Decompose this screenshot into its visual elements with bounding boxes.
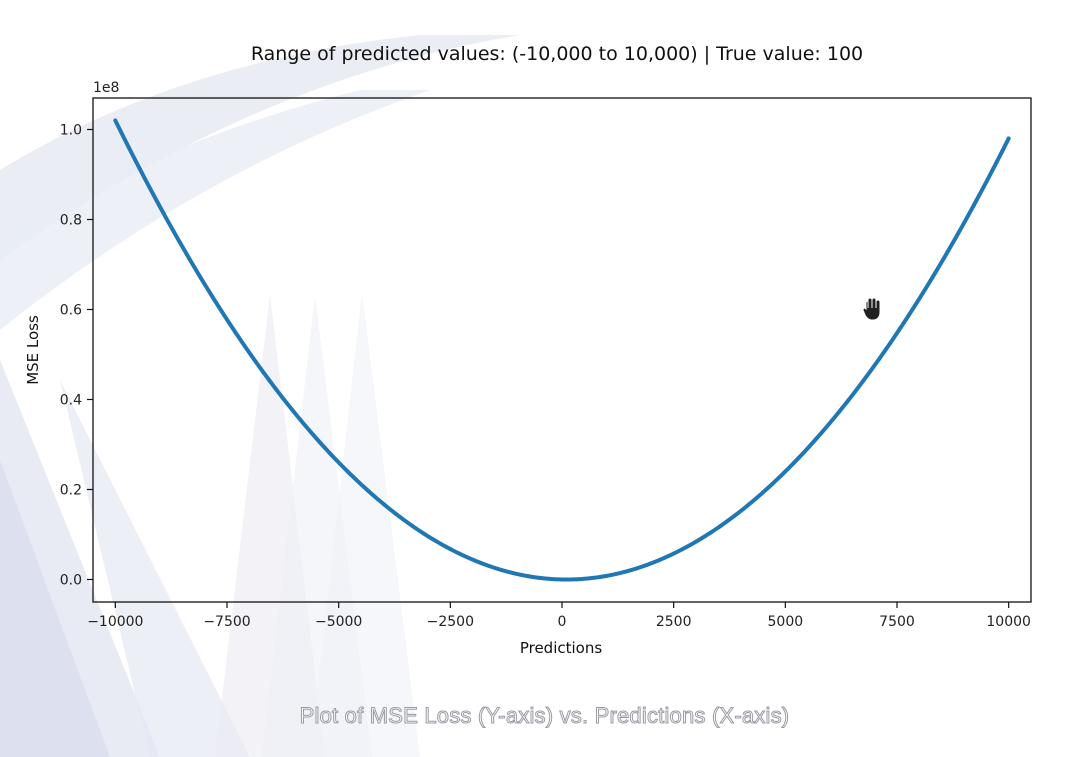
- y-tick-label: 0.4: [60, 393, 82, 409]
- y-axis-offset-label: 1e8: [93, 80, 119, 96]
- y-tick-label: 0.0: [60, 573, 82, 589]
- x-tick-label: −5000: [315, 614, 362, 630]
- x-tick-label: −10000: [87, 614, 143, 630]
- x-tick-label: 2500: [656, 614, 692, 630]
- figure-caption: Plot of MSE Loss (Y-axis) vs. Prediction…: [299, 703, 790, 729]
- plot-area-frame: [92, 97, 1032, 603]
- x-tick-label: 0: [558, 614, 567, 630]
- y-axis-label: MSE Loss: [24, 315, 42, 385]
- mse-loss-line: [113, 118, 1011, 582]
- y-tick-label: 0.2: [60, 483, 82, 499]
- y-tick-label: 1.0: [60, 123, 82, 139]
- chart-title: Range of predicted values: (-10,000 to 1…: [251, 43, 863, 65]
- x-tick-label: −2500: [427, 614, 474, 630]
- x-tick-label: −7500: [203, 614, 250, 630]
- y-tick-label: 0.6: [60, 303, 82, 319]
- x-axis-label: Predictions: [520, 639, 603, 657]
- x-tick-label: 10000: [986, 614, 1031, 630]
- x-tick-label: 5000: [768, 614, 804, 630]
- y-tick-label: 0.8: [60, 213, 82, 229]
- x-tick-label: 7500: [879, 614, 915, 630]
- hand-grab-icon: [862, 297, 881, 321]
